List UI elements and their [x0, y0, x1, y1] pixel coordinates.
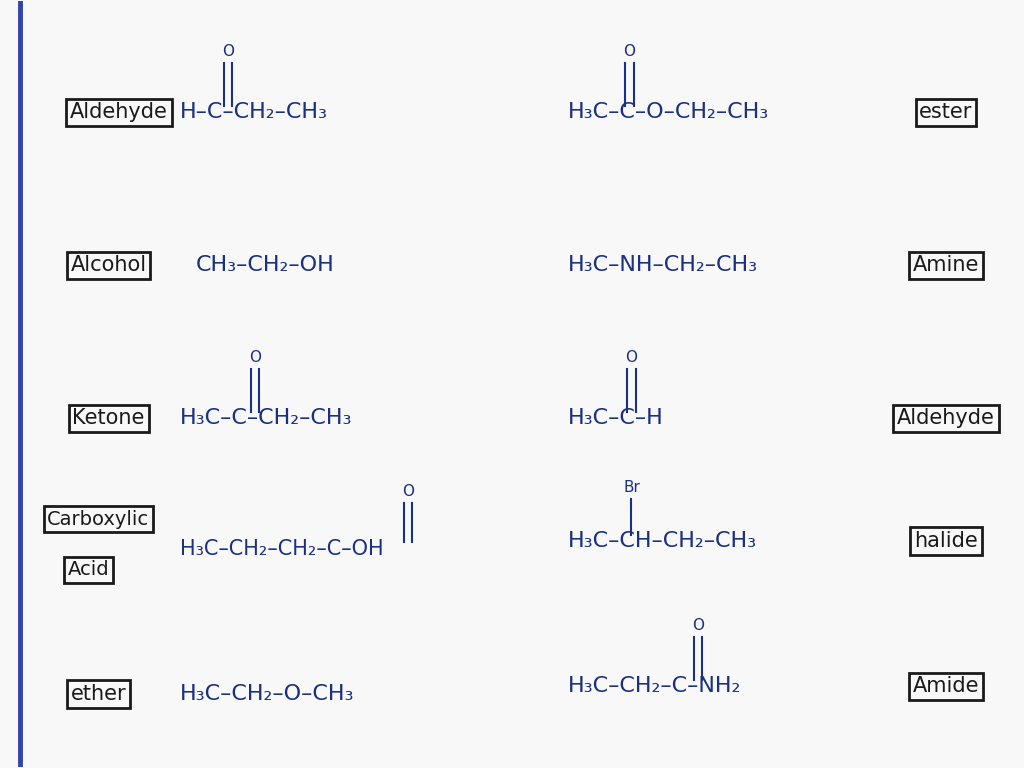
Text: H₃C–NH–CH₂–CH₃: H₃C–NH–CH₂–CH₃	[568, 256, 759, 276]
Text: Aldehyde: Aldehyde	[897, 409, 995, 429]
Text: Br: Br	[623, 480, 640, 495]
Text: H₃C–CH₂–CH₂–C–OH: H₃C–CH₂–CH₂–C–OH	[180, 538, 384, 558]
Text: H₃C–CH–CH₂–CH₃: H₃C–CH–CH₂–CH₃	[568, 531, 758, 551]
Text: O: O	[222, 44, 234, 59]
Text: ester: ester	[920, 102, 973, 122]
Text: O: O	[624, 44, 636, 59]
Text: H₃C–C–O–CH₂–CH₃: H₃C–C–O–CH₂–CH₃	[568, 102, 769, 122]
Text: O: O	[249, 350, 261, 365]
Text: Aldehyde: Aldehyde	[70, 102, 168, 122]
Text: H–C–CH₂–CH₃: H–C–CH₂–CH₃	[180, 102, 328, 122]
Text: H₃C–C–H: H₃C–C–H	[568, 409, 664, 429]
Text: halide: halide	[914, 531, 978, 551]
Text: O: O	[401, 484, 414, 498]
Text: Carboxylic: Carboxylic	[47, 510, 150, 529]
Text: CH₃–CH₂–OH: CH₃–CH₂–OH	[196, 256, 334, 276]
Text: O: O	[692, 617, 703, 633]
Text: Ketone: Ketone	[73, 409, 144, 429]
Text: O: O	[626, 350, 638, 365]
Text: Amide: Amide	[912, 677, 979, 697]
Text: H₃C–CH₂–C–NH₂: H₃C–CH₂–C–NH₂	[568, 677, 741, 697]
Text: ether: ether	[71, 684, 126, 704]
Text: H₃C–C–CH₂–CH₃: H₃C–C–CH₂–CH₃	[180, 409, 352, 429]
Text: Alcohol: Alcohol	[71, 256, 146, 276]
Text: Amine: Amine	[912, 256, 979, 276]
Text: Acid: Acid	[68, 561, 109, 579]
Text: H₃C–CH₂–O–CH₃: H₃C–CH₂–O–CH₃	[180, 684, 354, 704]
